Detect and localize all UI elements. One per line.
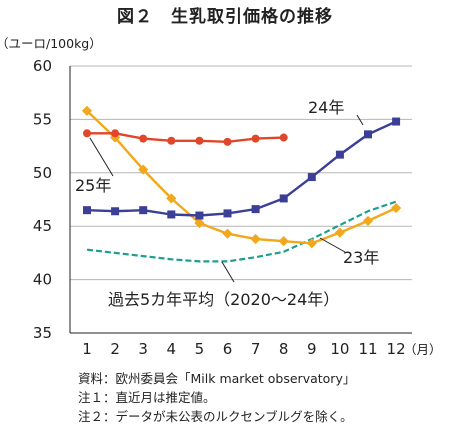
y-tick-labels: 35 40 45 50 55 60: [33, 57, 52, 342]
label-leader-24: [356, 114, 364, 126]
label-leader-avg: [221, 261, 235, 283]
label-25: 25年: [75, 176, 111, 195]
label-leader-25: [89, 137, 114, 177]
label-23: 23年: [343, 248, 379, 267]
series-1-point-6: [222, 228, 233, 239]
x-tick-label-7: 7: [251, 340, 261, 358]
series-2-point-3: [139, 134, 148, 143]
series-0-point-10: [335, 150, 344, 159]
y-tick-label-35: 35: [33, 324, 52, 342]
y-tick-label-55: 55: [33, 110, 52, 128]
series-3: [86, 200, 397, 263]
series-0-point-9: [307, 173, 316, 182]
series-2-point-5: [195, 136, 204, 145]
series-0-point-7: [251, 205, 260, 214]
x-tick-label-4: 4: [167, 340, 177, 358]
series-line-1: [86, 110, 397, 245]
series-0: [83, 117, 401, 220]
x-tick-label-2: 2: [110, 340, 120, 358]
series-line-0: [86, 120, 397, 217]
x-tick-label-10: 10: [330, 340, 349, 358]
y-tick-label-45: 45: [33, 217, 52, 235]
x-tick-label-8: 8: [279, 340, 289, 358]
series-0-point-1: [83, 206, 91, 215]
x-tick-label-11: 11: [358, 340, 377, 358]
series-0-point-4: [167, 210, 176, 219]
series-0-point-6: [223, 209, 232, 218]
y-tick-label-40: 40: [33, 271, 52, 289]
series-1-point-11: [362, 215, 374, 226]
series-2: [83, 129, 288, 146]
series-0-point-5: [195, 211, 204, 220]
x-tick-labels: 1 2 3 4 5 6 7 8 9 10 11 12: [82, 340, 405, 358]
series-1-point-10: [334, 227, 345, 238]
chart-title: 図２ 生乳取引価格の推移: [117, 7, 333, 27]
series-2-point-7: [251, 134, 260, 143]
x-tick-label-5: 5: [195, 340, 205, 358]
series-1-point-3: [138, 164, 149, 175]
y-tick-label-50: 50: [33, 164, 52, 182]
series-1-point-7: [250, 233, 261, 245]
series-2-point-1: [83, 129, 91, 138]
x-axis-unit: （月）: [404, 342, 442, 357]
series-0-point-2: [111, 207, 120, 216]
series-2-point-2: [111, 129, 120, 138]
label-24: 24年: [308, 98, 344, 117]
x-tick-label-1: 1: [82, 340, 92, 358]
x-tick-label-3: 3: [138, 340, 148, 358]
x-tick-label-9: 9: [307, 340, 317, 358]
x-tick-label-12: 12: [387, 340, 406, 358]
series-1-point-1: [81, 105, 93, 116]
series-annotations: 24年 25年 23年 過去5カ年平均（2020～24年）: [75, 98, 379, 309]
series-1-point-8: [278, 236, 289, 247]
label-average: 過去5カ年平均（2020～24年）: [108, 290, 339, 309]
series-0-point-12: [392, 117, 401, 126]
axes: [69, 66, 412, 334]
series-0-point-3: [139, 206, 148, 215]
y-axis-unit: （ユーロ/100kg）: [0, 36, 102, 51]
note-2: 注２：データが未公表のルクセンブルグを除く。: [78, 409, 353, 424]
label-leader-23: [319, 237, 346, 253]
series-1-point-12: [391, 202, 402, 214]
series-2-point-4: [167, 136, 176, 145]
x-tick-label-6: 6: [223, 340, 233, 358]
note-1: 注１：直近月は推定値。: [78, 390, 216, 405]
series-2-point-6: [223, 137, 232, 146]
series-line-2: [87, 132, 284, 144]
series-1-point-4: [166, 193, 177, 204]
series-group: [81, 105, 402, 263]
series-line-3: [86, 200, 397, 263]
note-source: 資料：欧州委員会「Milk market observatory」: [78, 371, 356, 386]
series-0-point-8: [279, 194, 288, 203]
series-0-point-11: [364, 130, 372, 139]
series-1: [81, 105, 402, 249]
series-1-point-9: [306, 238, 317, 249]
y-tick-label-60: 60: [33, 57, 52, 75]
series-2-point-8: [279, 133, 288, 142]
